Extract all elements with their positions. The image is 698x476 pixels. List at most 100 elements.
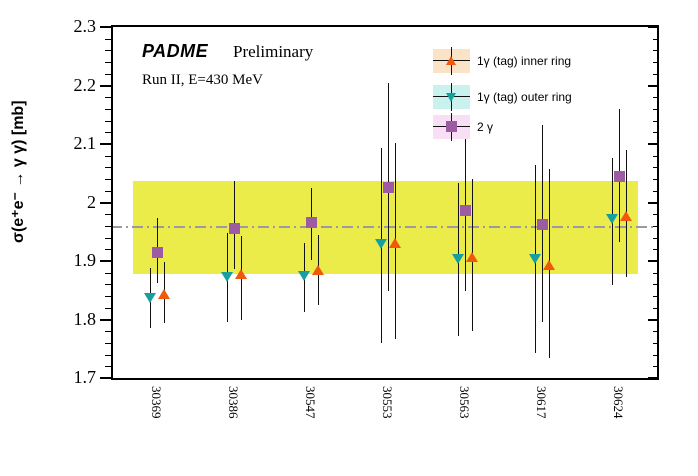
legend-label: 1γ (tag) outer ring	[477, 90, 572, 104]
data-point-outer-ring	[375, 239, 387, 250]
y-minor-tick-left	[105, 38, 111, 40]
y-minor-tick-left	[105, 342, 111, 344]
y-minor-tick-left	[105, 214, 111, 216]
y-minor-tick-right	[653, 190, 659, 192]
y-minor-tick-left	[105, 155, 111, 157]
y-minor-tick-right	[653, 331, 659, 333]
y-tick-label: 1.8	[73, 308, 97, 329]
y-minor-tick-left	[105, 120, 111, 122]
data-point-inner-ring	[311, 264, 324, 275]
y-major-tick-left	[100, 260, 111, 262]
y-minor-tick-left	[105, 366, 111, 368]
y-minor-tick-left	[105, 179, 111, 181]
run-condition-label: Run II, E=430 MeV	[142, 72, 263, 88]
mean-reference-line	[111, 226, 659, 229]
y-minor-tick-left	[105, 307, 111, 309]
y-major-tick-left	[100, 201, 111, 204]
y-minor-tick-left	[105, 284, 111, 286]
preliminary-label: Preliminary	[233, 42, 314, 61]
y-minor-tick-left	[105, 73, 111, 75]
data-point-2gamma	[614, 170, 625, 182]
legend-swatch-band	[433, 47, 470, 75]
y-minor-tick-right	[653, 97, 659, 99]
y-minor-tick-right	[653, 272, 659, 274]
y-major-tick-right	[648, 84, 659, 87]
data-point-2gamma	[383, 181, 394, 193]
experiment-name: PADME	[142, 41, 209, 61]
y-minor-tick-right	[653, 284, 659, 286]
y-major-tick-right	[648, 201, 659, 204]
y-minor-tick-right	[653, 237, 659, 239]
y-major-tick-left	[100, 318, 111, 321]
y-minor-tick-right	[653, 155, 659, 157]
data-point-2gamma	[306, 216, 317, 228]
legend-label: 1γ (tag) inner ring	[477, 54, 572, 68]
data-point-2gamma	[229, 223, 240, 235]
data-point-inner-ring	[234, 269, 247, 280]
y-major-tick-right	[648, 26, 659, 28]
legend-label: 2 γ	[477, 120, 494, 134]
y-minor-tick-left	[105, 331, 111, 333]
y-minor-tick-left	[105, 354, 111, 356]
legend-marker-triangle-down	[446, 93, 456, 102]
y-minor-tick-left	[105, 50, 111, 52]
y-minor-tick-right	[653, 366, 659, 368]
y-minor-tick-right	[653, 120, 659, 122]
legend-swatch-band	[433, 83, 470, 111]
data-point-outer-ring	[221, 271, 233, 282]
data-point-inner-ring	[542, 259, 555, 270]
y-tick-label: 1.9	[73, 250, 97, 270]
data-point-2gamma	[460, 205, 471, 217]
y-minor-tick-right	[653, 342, 659, 344]
y-tick-label: 2.1	[73, 133, 97, 153]
y-minor-tick-left	[105, 249, 111, 251]
y-major-tick-left	[100, 377, 111, 379]
y-minor-tick-right	[653, 108, 659, 110]
data-point-inner-ring	[619, 210, 632, 221]
y-major-tick-right	[648, 318, 659, 321]
y-minor-tick-right	[653, 225, 659, 227]
y-minor-tick-left	[105, 132, 111, 134]
data-point-2gamma	[537, 218, 548, 230]
y-major-tick-right	[648, 143, 659, 145]
y-major-tick-right	[648, 377, 659, 379]
y-major-tick-right	[648, 260, 659, 262]
y-tick-label: 2	[87, 191, 96, 212]
y-minor-tick-right	[653, 73, 659, 75]
y-minor-tick-right	[653, 249, 659, 251]
data-point-outer-ring	[606, 213, 618, 224]
y-tick-label: 1.7	[73, 367, 97, 387]
y-minor-tick-right	[653, 296, 659, 298]
y-minor-tick-left	[105, 296, 111, 298]
y-minor-tick-left	[105, 167, 111, 169]
y-minor-tick-left	[105, 272, 111, 274]
data-point-2gamma	[152, 247, 163, 259]
y-major-tick-left	[100, 143, 111, 145]
data-point-inner-ring	[388, 238, 401, 249]
y-minor-tick-left	[105, 237, 111, 239]
y-minor-tick-left	[105, 190, 111, 192]
y-minor-tick-right	[653, 179, 659, 181]
y-minor-tick-left	[105, 225, 111, 227]
data-point-inner-ring	[465, 251, 478, 262]
y-minor-tick-right	[653, 62, 659, 64]
y-minor-tick-left	[105, 62, 111, 64]
y-minor-tick-right	[653, 354, 659, 356]
y-minor-tick-right	[653, 167, 659, 169]
legend-marker-square	[446, 121, 457, 132]
legend-marker-triangle-up	[446, 56, 456, 65]
data-point-inner-ring	[157, 288, 170, 299]
data-point-outer-ring	[529, 254, 541, 265]
y-major-tick-left	[100, 26, 111, 28]
y-minor-tick-right	[653, 50, 659, 52]
y-minor-tick-right	[653, 307, 659, 309]
y-tick-label: 2.2	[73, 74, 97, 95]
y-minor-tick-right	[653, 132, 659, 134]
y-minor-tick-left	[105, 97, 111, 99]
y-minor-tick-left	[105, 108, 111, 110]
y-tick-label: 2.3	[73, 16, 97, 36]
